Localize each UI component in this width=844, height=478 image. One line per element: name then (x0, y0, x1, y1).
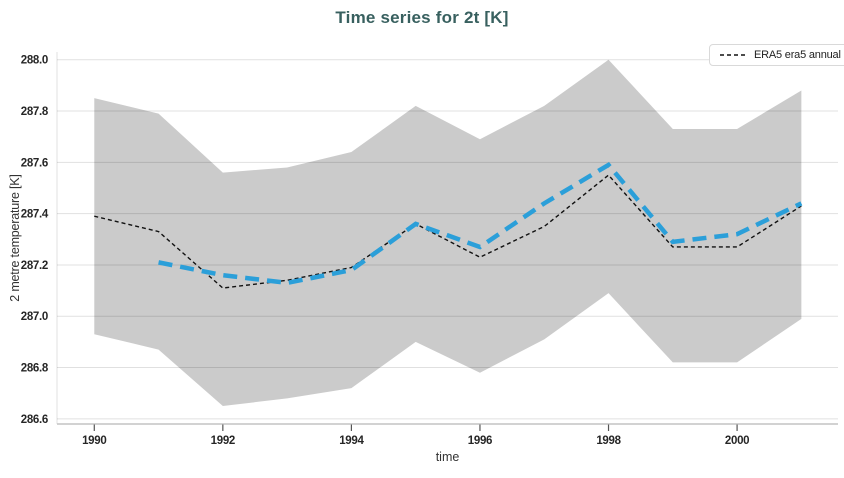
legend-label: ERA5 era5 annual (754, 49, 841, 61)
y-tick-label: 287.6 (21, 157, 48, 169)
x-axis-title: time (435, 450, 460, 464)
y-tick-label: 288.0 (21, 55, 48, 67)
y-axis-title: 2 metre temperature [K] (8, 174, 22, 302)
y-tick-label: 286.6 (21, 414, 48, 426)
x-tick-label: 1998 (596, 435, 621, 447)
annual-line (94, 174, 802, 289)
y-tick-label: 286.8 (21, 363, 49, 375)
x-tick-label: 2000 (725, 435, 749, 447)
y-tick-label: 287.4 (21, 209, 49, 221)
legend: ERA5 era5 annual (709, 44, 844, 66)
envelope-band (94, 59, 802, 407)
legend-dashed-line-icon (720, 54, 746, 56)
chart-title: Time series for 2t [K] (335, 8, 509, 27)
smoothed-line (158, 161, 803, 286)
y-tick-label: 287.0 (21, 311, 48, 323)
x-tick-label: 1994 (339, 435, 364, 447)
x-tick-label: 1992 (211, 435, 235, 447)
y-tick-label: 287.2 (21, 260, 48, 272)
y-tick-label: 287.8 (21, 106, 49, 118)
x-tick-label: 1990 (82, 435, 106, 447)
x-tick-label: 1996 (468, 435, 492, 447)
